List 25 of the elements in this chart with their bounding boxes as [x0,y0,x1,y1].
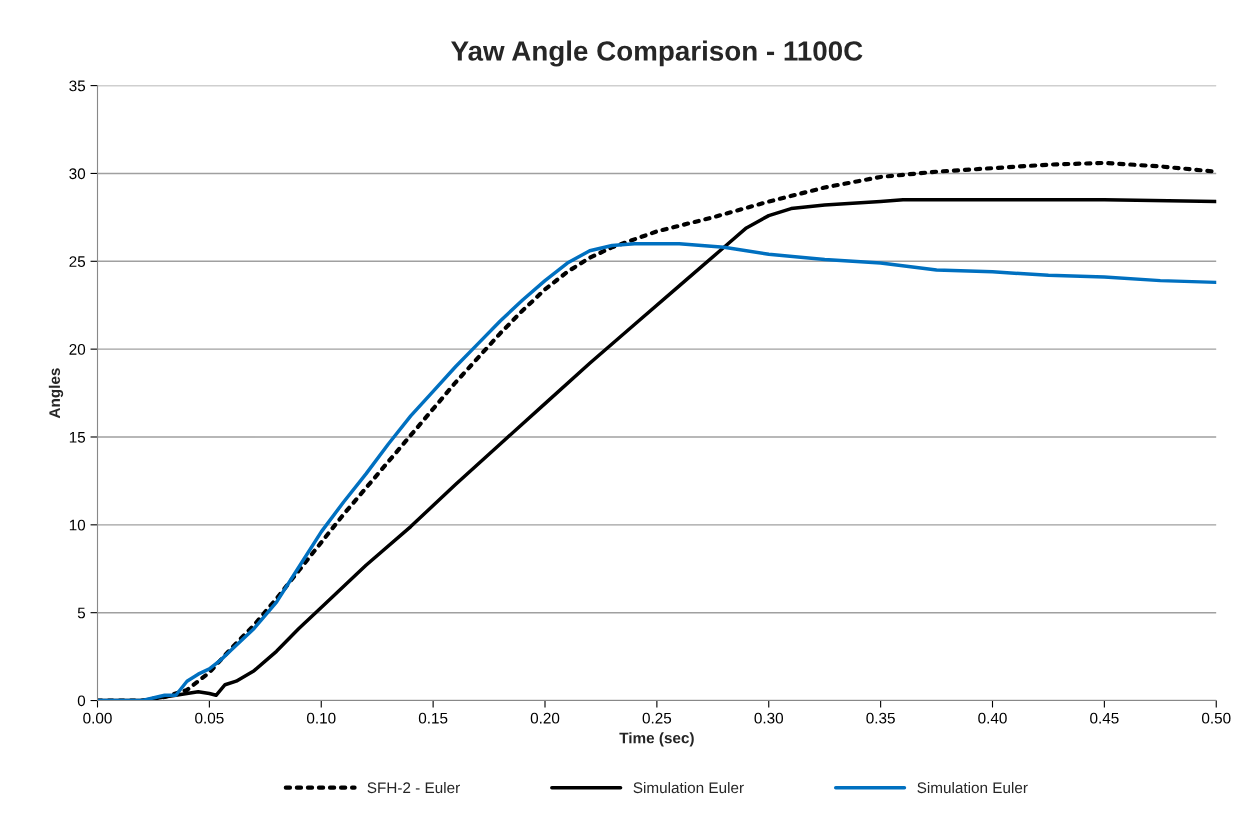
x-tick-label: 0.40 [978,712,1007,724]
y-tick-label: 5 [77,607,86,619]
y-tick-label: 20 [69,344,86,355]
x-tick-label: 0.35 [866,712,895,724]
x-tick-label: 0.10 [306,712,336,724]
y-tick-label: 35 [69,80,86,92]
y-tick-label: 15 [69,432,86,443]
legend-label: Simulation Euler [633,781,744,794]
x-tick-label: 0.30 [754,712,784,724]
y-tick-label: 25 [69,256,86,267]
x-tick-label: 0.15 [418,712,448,724]
x-axis-title: Time (sec) [619,732,694,747]
x-tick-label: 0.00 [83,712,112,724]
y-tick-label: 30 [69,168,86,180]
x-tick-label: 0.20 [530,712,560,724]
x-tick-label: 0.45 [1090,712,1119,724]
x-tick-label: 0.05 [195,712,224,724]
legend-label: Simulation Euler [917,781,1028,794]
x-tick-label: 0.50 [1201,712,1231,724]
y-tick-label: 10 [69,519,86,531]
x-tick-label: 0.25 [642,712,672,724]
chart-title: Yaw Angle Comparison - 1100C [451,40,863,67]
legend-label: SFH-2 - Euler [367,781,460,794]
y-axis-title: Angles [48,368,64,419]
y-tick-label: 0 [77,695,86,707]
